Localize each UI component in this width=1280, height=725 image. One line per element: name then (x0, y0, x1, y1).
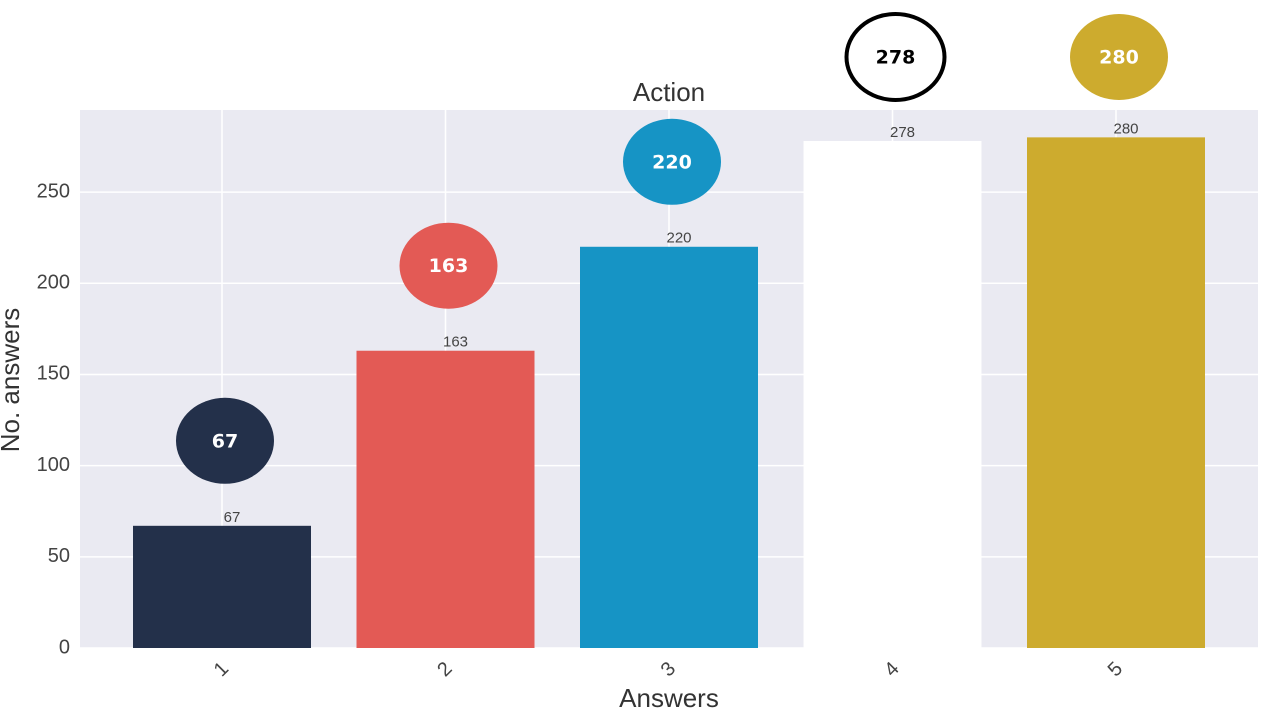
value-bubble (176, 397, 274, 484)
bubble-label: 278 (876, 47, 916, 69)
x-tick-label: 3 (657, 658, 680, 681)
bar (356, 350, 535, 648)
chart-title: Action (633, 77, 705, 107)
value-label: 163 (443, 334, 468, 351)
value-label: 280 (1113, 120, 1138, 137)
bar (803, 141, 982, 648)
x-tick-label: 2 (433, 658, 456, 681)
x-tick-label: 5 (1104, 658, 1127, 681)
x-axis-label: Answers (619, 683, 719, 713)
bar (133, 525, 311, 648)
value-bubble (623, 118, 721, 205)
value-bubble (1070, 14, 1168, 100)
bubble-label: 220 (652, 151, 692, 173)
value-label: 220 (666, 230, 691, 247)
x-tick-label: 1 (210, 658, 233, 681)
bubble-label: 67 (212, 430, 238, 452)
value-label: 67 (224, 509, 241, 526)
bubble-label: 280 (1099, 47, 1139, 69)
y-tick-label: 0 (59, 636, 70, 658)
y-tick-label: 100 (37, 454, 70, 476)
y-tick-label: 50 (48, 545, 70, 567)
y-tick-label: 150 (37, 363, 70, 385)
bar (580, 246, 758, 648)
bar (1027, 137, 1205, 648)
value-bubble (399, 222, 498, 309)
y-axis-label: No. answers (0, 308, 25, 453)
value-label: 278 (890, 124, 915, 141)
y-tick-label: 200 (37, 272, 70, 294)
bubble-label: 163 (429, 255, 469, 277)
y-tick-label: 250 (37, 180, 70, 202)
value-bubble (844, 12, 947, 102)
x-tick-label: 4 (880, 658, 903, 681)
